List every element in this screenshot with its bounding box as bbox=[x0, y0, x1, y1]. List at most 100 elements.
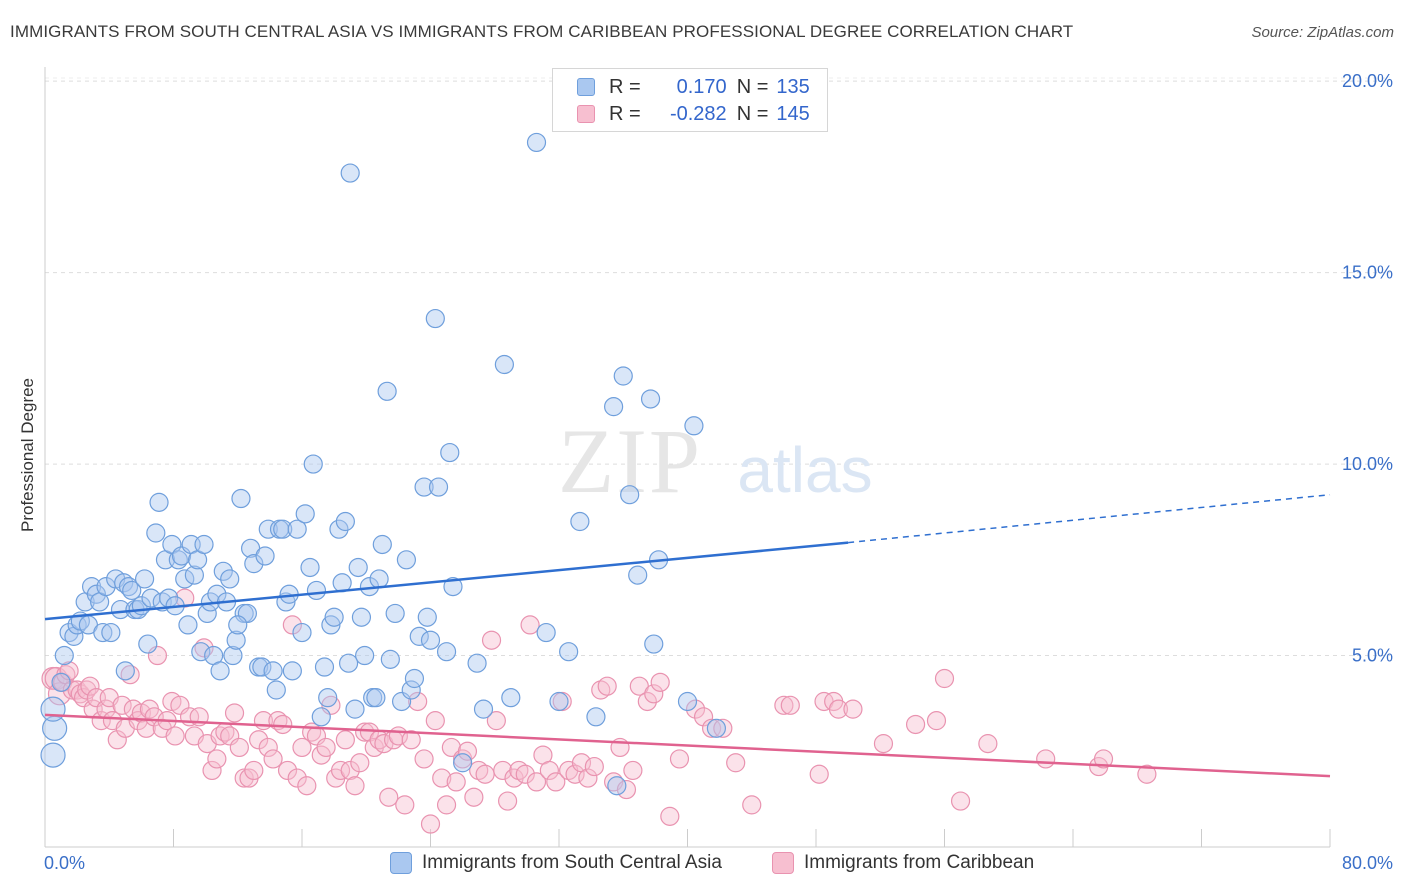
data-point-caribbean bbox=[316, 737, 336, 758]
data-point-south-central-asia bbox=[570, 511, 590, 532]
y-tick-label: 10.0% bbox=[1342, 454, 1393, 474]
data-point-south-central-asia bbox=[244, 554, 264, 574]
data-point-south-central-asia bbox=[467, 653, 487, 673]
legend-swatch-pink bbox=[577, 105, 595, 123]
data-point-south-central-asia bbox=[252, 657, 272, 677]
data-point-caribbean bbox=[432, 768, 452, 788]
data-point-caribbean bbox=[934, 668, 955, 689]
data-point-caribbean bbox=[224, 703, 245, 723]
data-point-caribbean bbox=[742, 795, 762, 815]
data-point-south-central-asia bbox=[369, 569, 389, 589]
data-point-south-central-asia bbox=[613, 366, 633, 386]
x-tick-label: 0.0% bbox=[44, 853, 85, 873]
data-point-caribbean bbox=[345, 776, 365, 796]
data-point-south-central-asia bbox=[282, 661, 302, 681]
data-point-caribbean bbox=[234, 768, 254, 788]
data-point-caribbean bbox=[464, 787, 484, 807]
data-point-caribbean bbox=[379, 787, 399, 807]
data-point-south-central-asia bbox=[303, 454, 323, 474]
data-point-south-central-asia bbox=[536, 622, 556, 643]
data-point-south-central-asia bbox=[453, 753, 473, 773]
data-point-caribbean bbox=[273, 714, 293, 735]
data-point-south-central-asia bbox=[409, 626, 429, 646]
data-point-caribbean bbox=[436, 795, 457, 815]
data-point-caribbean bbox=[843, 699, 863, 719]
data-point-south-central-asia bbox=[255, 546, 275, 566]
data-point-south-central-asia bbox=[314, 657, 335, 677]
data-point-south-central-asia bbox=[324, 607, 344, 627]
data-point-caribbean bbox=[340, 760, 360, 781]
data-point-caribbean bbox=[80, 676, 100, 696]
data-point-caribbean bbox=[685, 699, 706, 719]
data-point-south-central-asia bbox=[440, 442, 460, 463]
data-point-caribbean bbox=[446, 772, 466, 792]
series-legend: Immigrants from South Central Asia Immig… bbox=[0, 852, 1406, 878]
data-point-south-central-asia bbox=[175, 569, 195, 589]
data-point-caribbean bbox=[414, 749, 434, 769]
data-point-south-central-asia bbox=[586, 707, 606, 727]
series-swatch-pink bbox=[772, 852, 794, 874]
legend-n-label: N = bbox=[736, 102, 769, 125]
data-point-south-central-asia bbox=[295, 504, 315, 524]
trend-line-south-central-asia bbox=[44, 541, 849, 621]
data-point-caribbean bbox=[350, 753, 370, 773]
data-point-south-central-asia bbox=[54, 645, 74, 666]
x-tick-label: 80.0% bbox=[1342, 853, 1393, 873]
data-point-south-central-asia bbox=[306, 580, 327, 601]
correlation-legend: R = 0.170 N = 135 R = -0.282 N = 145 bbox=[552, 68, 828, 132]
data-point-caribbean bbox=[335, 730, 355, 750]
data-point-south-central-asia bbox=[425, 308, 445, 329]
data-point-caribbean bbox=[701, 718, 722, 738]
data-point-south-central-asia bbox=[604, 397, 624, 417]
series-legend-caribbean: Immigrants from Caribbean bbox=[772, 852, 1034, 874]
legend-r-value: 0.170 bbox=[676, 75, 727, 98]
data-point-caribbean bbox=[481, 630, 502, 650]
south-central-asia-points bbox=[40, 132, 727, 796]
data-point-south-central-asia bbox=[263, 661, 283, 681]
data-point-caribbean bbox=[905, 714, 926, 735]
data-point-south-central-asia bbox=[318, 688, 338, 708]
data-point-south-central-asia bbox=[628, 565, 648, 585]
data-point-south-central-asia bbox=[640, 389, 661, 409]
data-point-caribbean bbox=[282, 615, 302, 635]
legend-n-value: 145 bbox=[776, 102, 810, 125]
data-point-south-central-asia bbox=[385, 603, 405, 624]
data-point-caribbean bbox=[526, 772, 547, 792]
data-point-caribbean bbox=[244, 760, 264, 781]
data-point-south-central-asia bbox=[223, 645, 243, 666]
data-point-caribbean bbox=[229, 737, 249, 758]
data-point-south-central-asia bbox=[134, 569, 155, 589]
data-point-south-central-asia bbox=[559, 642, 579, 662]
y-tick-label: 15.0% bbox=[1342, 263, 1393, 283]
data-point-caribbean bbox=[873, 734, 894, 754]
data-point-caribbean bbox=[486, 711, 506, 731]
series-label-south-central-asia: Immigrants from South Central Asia bbox=[422, 852, 722, 873]
data-point-caribbean bbox=[359, 722, 380, 742]
data-point-caribbean bbox=[520, 615, 540, 635]
data-point-south-central-asia bbox=[417, 607, 437, 627]
watermark-zip: ZIP bbox=[558, 410, 702, 512]
data-point-caribbean bbox=[809, 764, 829, 784]
series-label-caribbean: Immigrants from Caribbean bbox=[804, 852, 1035, 873]
data-point-south-central-asia bbox=[335, 511, 355, 532]
data-point-south-central-asia bbox=[436, 642, 457, 662]
data-point-south-central-asia bbox=[226, 630, 246, 650]
data-point-caribbean bbox=[565, 764, 585, 784]
data-point-south-central-asia bbox=[404, 668, 425, 689]
data-point-south-central-asia bbox=[396, 550, 417, 570]
data-point-south-central-asia bbox=[340, 163, 360, 183]
data-point-south-central-asia bbox=[300, 557, 320, 578]
data-point-south-central-asia bbox=[311, 707, 331, 727]
legend-swatch-blue bbox=[577, 78, 595, 96]
data-point-caribbean bbox=[59, 661, 79, 681]
legend-row-caribbean: R = -0.282 N = 145 bbox=[577, 102, 810, 126]
legend-r-label: R = bbox=[609, 102, 641, 125]
data-point-caribbean bbox=[175, 588, 195, 608]
data-point-south-central-asia bbox=[101, 622, 121, 643]
data-point-caribbean bbox=[1036, 749, 1056, 769]
data-point-south-central-asia bbox=[40, 696, 66, 722]
data-point-caribbean bbox=[408, 691, 428, 712]
data-point-caribbean bbox=[780, 695, 800, 715]
data-point-south-central-asia bbox=[220, 569, 240, 589]
data-point-south-central-asia bbox=[40, 742, 66, 768]
